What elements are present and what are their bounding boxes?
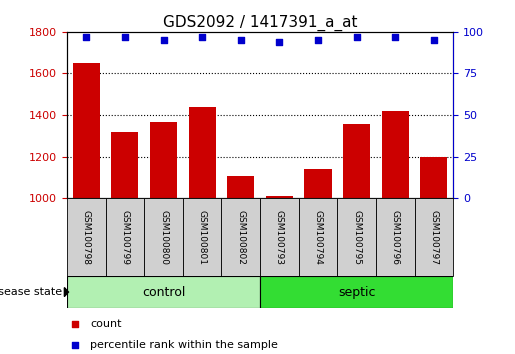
Text: GSM100795: GSM100795: [352, 210, 361, 265]
Point: [391, 34, 400, 40]
Bar: [376, 198, 415, 276]
Text: septic: septic: [338, 286, 375, 298]
Bar: [260, 198, 299, 276]
Point: [352, 34, 360, 40]
Text: GSM100800: GSM100800: [159, 210, 168, 265]
Text: percentile rank within the sample: percentile rank within the sample: [90, 340, 278, 350]
Point: [236, 37, 245, 43]
Bar: [266, 196, 293, 198]
Point: [430, 37, 438, 43]
Text: GSM100802: GSM100802: [236, 210, 245, 265]
Bar: [188, 107, 216, 198]
Text: GSM100794: GSM100794: [314, 210, 322, 265]
Point: [314, 37, 322, 43]
Point: [71, 342, 79, 348]
Bar: [73, 63, 100, 198]
Text: GSM100796: GSM100796: [391, 210, 400, 265]
Text: disease state: disease state: [0, 287, 62, 297]
Point: [71, 321, 79, 327]
Text: GSM100793: GSM100793: [275, 210, 284, 265]
Point: [275, 39, 283, 45]
Bar: [144, 198, 183, 276]
Bar: [415, 198, 453, 276]
Point: [121, 34, 129, 40]
Bar: [337, 198, 376, 276]
Bar: [67, 198, 106, 276]
Title: GDS2092 / 1417391_a_at: GDS2092 / 1417391_a_at: [163, 14, 357, 30]
Bar: [106, 198, 144, 276]
Text: control: control: [142, 286, 185, 298]
Bar: [183, 198, 221, 276]
Bar: [221, 198, 260, 276]
Text: count: count: [90, 319, 122, 329]
Text: GSM100799: GSM100799: [121, 210, 129, 265]
Bar: [382, 111, 409, 198]
Bar: [67, 276, 260, 308]
Point: [198, 34, 206, 40]
Text: GSM100801: GSM100801: [198, 210, 207, 265]
Bar: [227, 176, 254, 198]
Point: [159, 37, 167, 43]
Bar: [260, 276, 453, 308]
Bar: [111, 132, 139, 198]
Bar: [304, 169, 332, 198]
Bar: [420, 156, 448, 198]
Bar: [150, 122, 177, 198]
Bar: [343, 124, 370, 198]
Bar: [299, 198, 337, 276]
Text: GSM100797: GSM100797: [430, 210, 438, 265]
Point: [82, 34, 91, 40]
Text: GSM100798: GSM100798: [82, 210, 91, 265]
